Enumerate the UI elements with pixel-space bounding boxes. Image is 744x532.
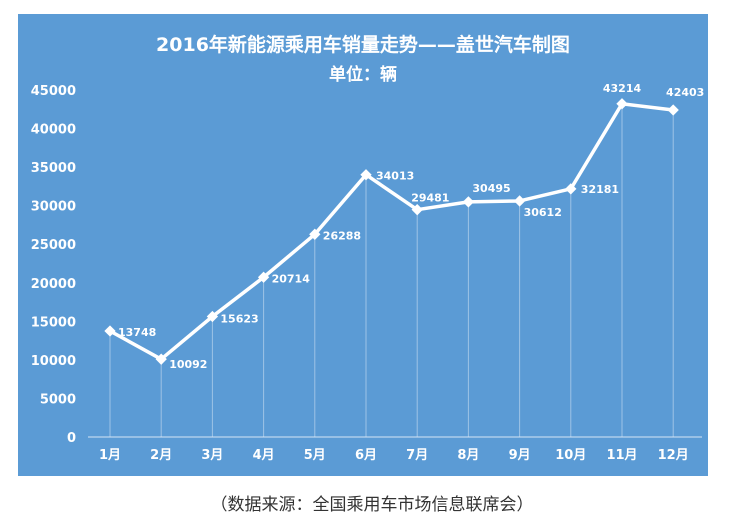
data-point <box>667 104 679 116</box>
data-label: 10092 <box>169 358 207 371</box>
x-tick-label: 9月 <box>509 448 531 463</box>
y-tick-label: 35000 <box>31 161 76 176</box>
x-tick-label: 6月 <box>355 448 377 463</box>
data-label: 32181 <box>581 183 619 196</box>
data-label: 43214 <box>603 82 642 95</box>
x-tick-label: 4月 <box>253 448 275 463</box>
chart-title: 2016年新能源乘用车销量走势——盖世汽车制图 <box>156 33 570 56</box>
x-tick-label: 12月 <box>658 448 689 463</box>
chart-panel: 2016年新能源乘用车销量走势——盖世汽车制图 单位：辆 0 5000 10000 1… <box>18 14 708 476</box>
data-label: 42403 <box>666 86 704 99</box>
y-tick-label: 5000 <box>40 392 76 407</box>
data-point <box>360 169 372 181</box>
x-tick-label: 1月 <box>99 448 121 463</box>
data-label: 15623 <box>220 313 258 326</box>
data-label: 20714 <box>272 272 311 285</box>
y-axis: 0 5000 10000 15000 20000 25000 30000 35000 40000… <box>31 84 76 446</box>
x-tick-label: 8月 <box>457 448 479 463</box>
x-tick-label: 11月 <box>606 448 637 463</box>
x-tick-label: 3月 <box>201 448 223 463</box>
y-tick-label: 30000 <box>31 200 76 215</box>
series-line <box>109 102 674 361</box>
x-tick-label: 7月 <box>406 448 428 463</box>
data-point <box>206 310 219 323</box>
data-label: 30495 <box>472 182 510 195</box>
x-tick-label: 2月 <box>150 448 172 463</box>
data-point <box>155 353 167 365</box>
y-tick-label: 45000 <box>31 84 76 99</box>
y-tick-label: 25000 <box>31 238 76 253</box>
y-tick-label: 40000 <box>31 123 76 138</box>
chart-subtitle: 单位：辆 <box>329 64 397 85</box>
data-label: 34013 <box>376 170 414 183</box>
data-label: 29481 <box>411 192 449 205</box>
line-chart: 2016年新能源乘用车销量走势——盖世汽车制图 单位：辆 0 5000 10000 1… <box>31 33 705 463</box>
data-point <box>411 204 423 216</box>
data-points <box>104 98 679 365</box>
data-label: 13748 <box>118 326 156 339</box>
drop-lines <box>109 103 674 437</box>
data-label: 30612 <box>524 206 562 219</box>
x-axis: 1月 2月 3月 4月 5月 6月 7月 8月 9月 10月 11月 12月 <box>99 448 689 463</box>
x-tick-label: 5月 <box>304 448 326 463</box>
source-caption: （数据来源：全国乘用车市场信息联席会） <box>210 495 534 515</box>
x-tick-label: 10月 <box>555 448 586 463</box>
data-labels: 13748 10092 15623 20714 26288 34013 29481 30495… <box>118 82 704 371</box>
data-label: 26288 <box>323 229 361 242</box>
y-tick-label: 10000 <box>31 354 76 369</box>
y-tick-label: 0 <box>67 431 76 446</box>
data-point <box>513 195 526 207</box>
data-point <box>565 183 577 195</box>
data-point <box>309 228 321 240</box>
y-tick-label: 15000 <box>31 315 76 330</box>
y-tick-label: 20000 <box>31 277 76 292</box>
data-point <box>257 271 270 283</box>
data-point <box>462 196 475 208</box>
